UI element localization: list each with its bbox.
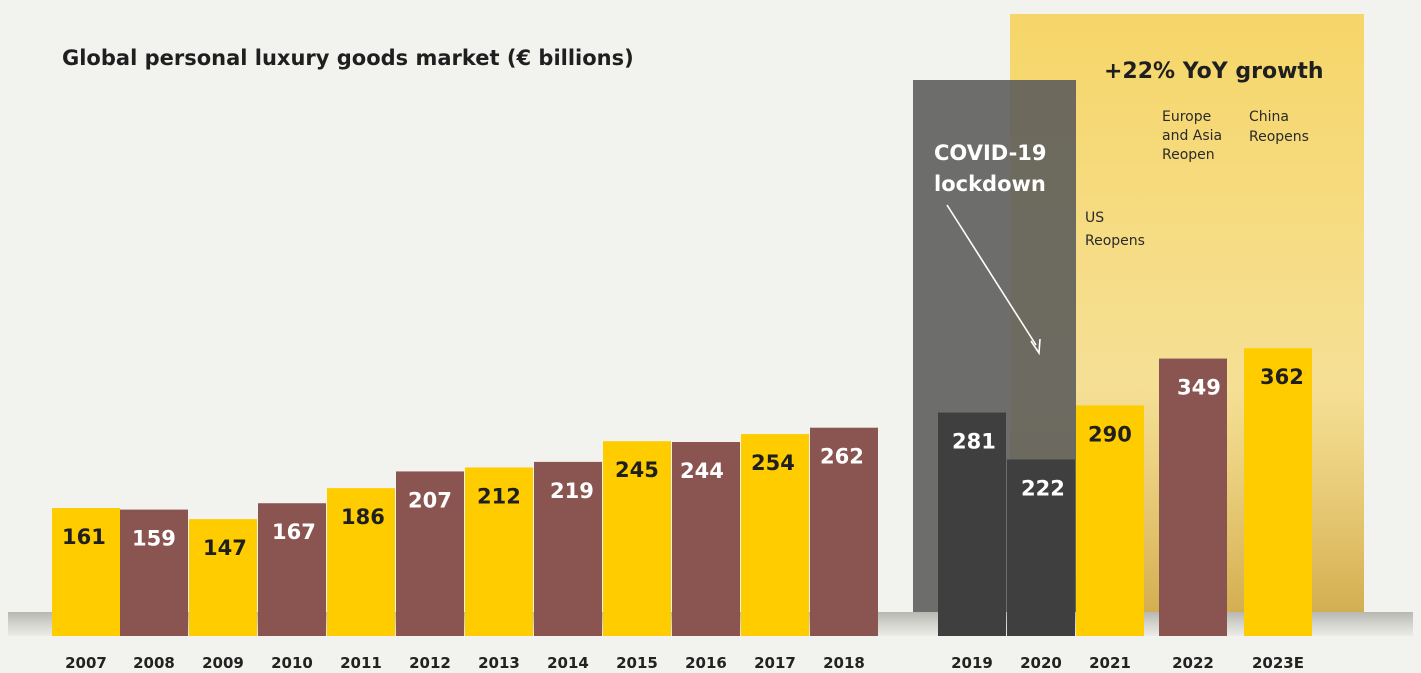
year-label-2008: 2008: [133, 654, 175, 672]
bar-2007: [52, 508, 120, 636]
year-label-2017: 2017: [754, 654, 796, 672]
value-label-2010: 167: [272, 520, 316, 544]
bar-2020: [1007, 459, 1075, 636]
year-label-2023E: 2023E: [1252, 654, 1304, 672]
value-labels: 161 159 147 167 186 207 212 219 245 244 254 262 281 2…: [62, 365, 1304, 560]
covid-label-line1: COVID-19: [934, 141, 1047, 165]
value-label-2020: 222: [1021, 477, 1065, 501]
bars: [52, 348, 1312, 636]
year-label-2021: 2021: [1089, 654, 1131, 672]
bar-2015: [603, 441, 671, 636]
value-label-2008: 159: [132, 527, 176, 551]
value-label-2015: 245: [615, 458, 659, 482]
china-reopens-label: China Reopens: [1249, 109, 1309, 145]
value-label-2018: 262: [820, 445, 864, 469]
value-label-2014: 219: [550, 479, 594, 503]
year-label-2009: 2009: [202, 654, 244, 672]
value-label-2021: 290: [1088, 422, 1132, 446]
value-label-2009: 147: [203, 536, 247, 560]
bar-2022: [1159, 358, 1227, 636]
bar-2010: [258, 503, 326, 636]
year-label-2016: 2016: [685, 654, 727, 672]
value-label-2022: 349: [1177, 376, 1221, 400]
bar-2021: [1076, 405, 1144, 636]
year-label-2022: 2022: [1172, 654, 1214, 672]
covid-label: COVID-19 lockdown: [934, 141, 1054, 196]
bar-2009: [189, 519, 257, 636]
value-label-2017: 254: [751, 451, 795, 475]
year-label-2014: 2014: [547, 654, 589, 672]
covid-label-line2: lockdown: [934, 172, 1046, 196]
bar-2019: [938, 412, 1006, 636]
value-label-2019: 281: [952, 430, 996, 454]
bar-2012: [396, 471, 464, 636]
value-label-2011: 186: [341, 505, 385, 529]
value-label-2007: 161: [62, 525, 106, 549]
year-label-2015: 2015: [616, 654, 658, 672]
chart-title: Global personal luxury goods market (€ b…: [62, 46, 634, 70]
year-label-2010: 2010: [271, 654, 313, 672]
value-label-2016: 244: [680, 459, 724, 483]
value-label-2012: 207: [408, 488, 452, 512]
growth-label: +22% YoY growth: [1104, 59, 1324, 84]
us-reopens-label: US Reopens: [1085, 210, 1145, 249]
year-label-2020: 2020: [1020, 654, 1062, 672]
bar-2008: [120, 509, 188, 636]
bar-2014: [534, 461, 602, 636]
bar-2016: [672, 442, 740, 636]
year-label-2012: 2012: [409, 654, 451, 672]
covid-arrowhead: [1030, 338, 1041, 356]
value-label-2013: 212: [477, 484, 521, 508]
bar-2017: [741, 434, 809, 636]
bar-2023E: [1244, 348, 1312, 636]
value-label-2023E: 362: [1260, 365, 1304, 389]
bar-2013: [465, 467, 533, 636]
year-label-2007: 2007: [65, 654, 107, 672]
year-label-2013: 2013: [478, 654, 520, 672]
europe-asia-reopen-label: Europe and Asia Reopen: [1162, 109, 1227, 163]
bar-2011: [327, 488, 395, 636]
year-label-2018: 2018: [823, 654, 865, 672]
year-label-2019: 2019: [951, 654, 993, 672]
bar-2018: [810, 427, 878, 636]
year-label-2011: 2011: [340, 654, 382, 672]
year-labels: 2007 2008 2009 2010 2011 2012 2013 2014 2015 2016…: [65, 654, 1304, 672]
covid-arrow: [946, 204, 1037, 346]
